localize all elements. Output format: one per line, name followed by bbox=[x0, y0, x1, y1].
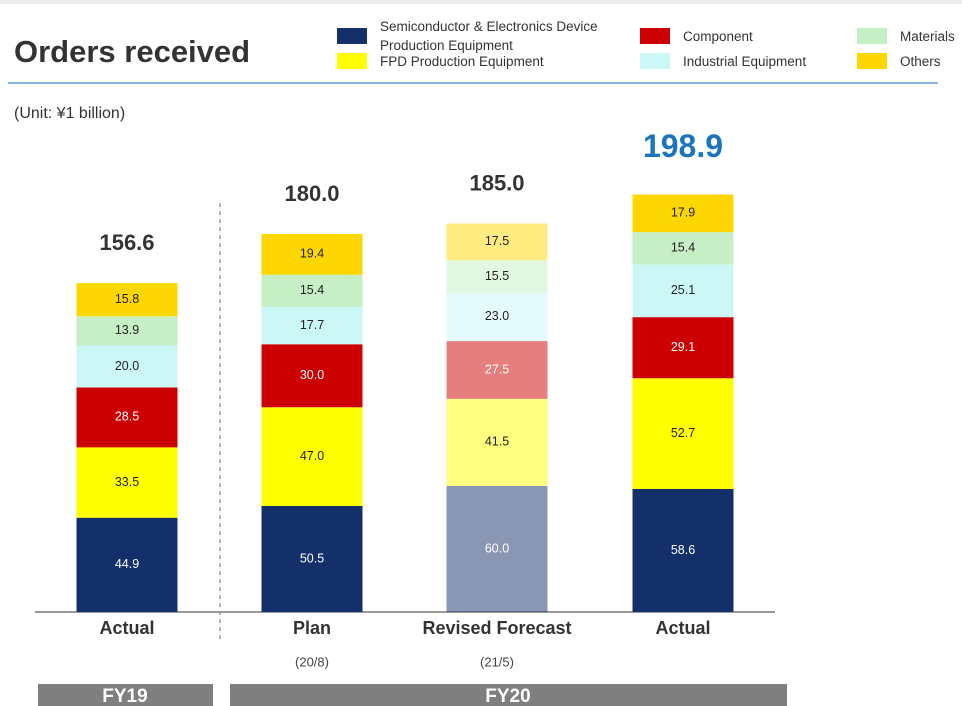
legend-item: Industrial Equipment bbox=[640, 41, 806, 81]
segment-label: 47.0 bbox=[300, 449, 324, 463]
bar-segment bbox=[76, 345, 178, 388]
legend-item: Semiconductor & Electronics Device Produ… bbox=[337, 16, 642, 56]
group-bar bbox=[230, 684, 787, 706]
legend-swatch bbox=[640, 53, 670, 69]
unit-label: (Unit: ¥1 billion) bbox=[14, 105, 125, 122]
legend-swatch bbox=[857, 28, 887, 44]
bar-segment bbox=[261, 407, 363, 506]
bar-segment bbox=[76, 447, 178, 518]
segment-label: 17.9 bbox=[671, 206, 695, 220]
segment-label: 13.9 bbox=[115, 323, 139, 337]
legend-item: Others bbox=[857, 41, 941, 81]
segment-label: 44.9 bbox=[115, 557, 139, 571]
segment-label: 19.4 bbox=[300, 247, 324, 261]
legend-swatch bbox=[337, 28, 367, 44]
x-tick-label: Revised Forecast bbox=[422, 618, 571, 638]
segment-label: 17.7 bbox=[300, 318, 324, 332]
segment-label: 27.5 bbox=[485, 362, 509, 376]
total-label: 185.0 bbox=[469, 170, 524, 195]
x-tick-label: Plan bbox=[293, 618, 331, 638]
bar-segment bbox=[76, 316, 178, 346]
bar-segment bbox=[446, 260, 548, 293]
segment-label: 15.4 bbox=[300, 283, 324, 297]
segment-label: 33.5 bbox=[115, 475, 139, 489]
legend-label: Materials bbox=[900, 28, 955, 44]
bar-segment bbox=[261, 274, 363, 308]
group-label: FY20 bbox=[485, 686, 530, 706]
segment-label: 30.0 bbox=[300, 368, 324, 382]
segment-label: 15.8 bbox=[115, 292, 139, 306]
segment-label: 17.5 bbox=[485, 234, 509, 248]
total-label: 198.9 bbox=[643, 128, 723, 164]
legend-item: Materials bbox=[857, 16, 955, 56]
legend-label: Component bbox=[683, 28, 753, 44]
bar-segment bbox=[632, 378, 734, 489]
bar-segment bbox=[632, 232, 734, 265]
legend-label: FPD Production Equipment bbox=[380, 53, 544, 69]
x-tick-label: Actual bbox=[655, 618, 710, 638]
bar-segment bbox=[446, 486, 548, 612]
legend-item: Component bbox=[640, 16, 753, 56]
bar-segment bbox=[446, 398, 548, 486]
bar-segment bbox=[261, 307, 363, 345]
bar-segment bbox=[632, 317, 734, 379]
legend-swatch bbox=[337, 53, 367, 69]
bar-segment bbox=[632, 194, 734, 233]
x-tick-label: Actual bbox=[99, 618, 154, 638]
x-sub-label: (21/5) bbox=[480, 654, 514, 669]
legend-swatch bbox=[640, 28, 670, 44]
bar-segment bbox=[446, 341, 548, 399]
total-label: 156.6 bbox=[99, 230, 154, 255]
total-label: 180.0 bbox=[284, 181, 339, 206]
bar-segment bbox=[446, 292, 548, 342]
segment-label: 50.5 bbox=[300, 551, 324, 565]
segment-label: 15.4 bbox=[671, 241, 695, 255]
top-strip bbox=[0, 0, 962, 4]
legend-label: Others bbox=[900, 53, 941, 69]
bar-segment bbox=[446, 223, 548, 261]
x-sub-label: (20/8) bbox=[295, 654, 329, 669]
bar-segment bbox=[261, 344, 363, 408]
segment-label: 28.5 bbox=[115, 410, 139, 424]
chart-title: Orders received bbox=[14, 34, 250, 69]
bar-segment bbox=[76, 387, 178, 448]
segment-label: 29.1 bbox=[671, 340, 695, 354]
group-bar bbox=[38, 684, 213, 706]
segment-label: 25.1 bbox=[671, 283, 695, 297]
segment-label: 15.5 bbox=[485, 269, 509, 283]
segment-label: 58.6 bbox=[671, 543, 695, 557]
bar-segment bbox=[261, 234, 363, 275]
bar-segment bbox=[76, 283, 178, 317]
legend-label: Semiconductor & Electronics Device Produ… bbox=[380, 19, 598, 53]
segment-label: 60.0 bbox=[485, 541, 509, 555]
segment-label: 52.7 bbox=[671, 426, 695, 440]
segment-label: 41.5 bbox=[485, 435, 509, 449]
legend-swatch bbox=[857, 53, 887, 69]
legend-label: Industrial Equipment bbox=[683, 53, 807, 69]
group-label: FY19 bbox=[102, 686, 147, 706]
legend-item: FPD Production Equipment bbox=[337, 41, 544, 81]
segment-label: 23.0 bbox=[485, 309, 509, 323]
bar-segment bbox=[632, 264, 734, 318]
bar-segment bbox=[76, 517, 178, 612]
segment-label: 20.0 bbox=[115, 359, 139, 373]
bar-segment bbox=[261, 505, 363, 612]
bar-segment bbox=[632, 488, 734, 612]
